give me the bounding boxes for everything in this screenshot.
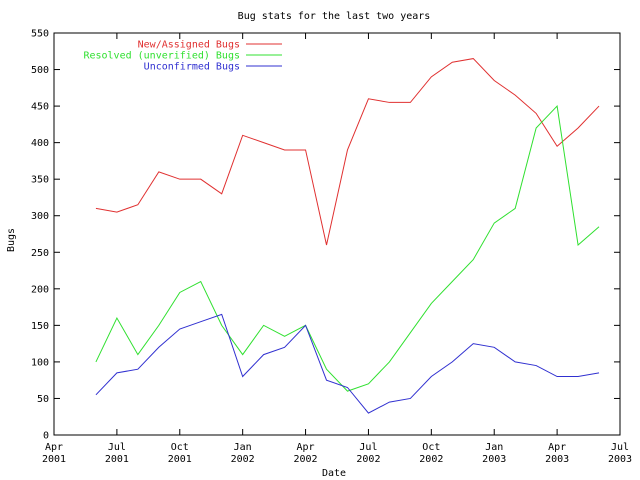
legend-label: New/Assigned Bugs xyxy=(138,40,240,51)
x-tick-label: 2003 xyxy=(545,454,569,465)
y-tick-label: 350 xyxy=(31,175,49,186)
x-tick-label: Jul xyxy=(359,442,377,453)
y-tick-label: 200 xyxy=(31,284,49,295)
y-axis-label: Bugs xyxy=(6,228,17,252)
x-tick-label: 2002 xyxy=(356,454,380,465)
plot-frame xyxy=(53,32,621,436)
y-tick-label: 400 xyxy=(31,138,49,149)
x-tick-label: Jan xyxy=(485,442,503,453)
y-tick-label: 150 xyxy=(31,321,49,332)
y-tick-label: 50 xyxy=(37,394,49,405)
y-tick-label: 500 xyxy=(31,65,49,76)
y-tick-label: 300 xyxy=(31,211,49,222)
series-line xyxy=(95,58,600,246)
legend-label: Unconfirmed Bugs xyxy=(144,62,240,73)
x-tick-label: Jan xyxy=(234,442,252,453)
chart-title: Bug stats for the last two years xyxy=(238,11,431,22)
x-tick-label: 2003 xyxy=(482,454,506,465)
x-tick-label: Apr xyxy=(45,442,63,453)
x-tick-label: 2001 xyxy=(42,454,66,465)
x-tick-label: Oct xyxy=(171,442,189,453)
x-tick-label: 2003 xyxy=(608,454,632,465)
y-tick-label: 450 xyxy=(31,102,49,113)
legend-label: Resolved (unverified) Bugs xyxy=(83,51,240,62)
x-tick-label: Apr xyxy=(548,442,566,453)
y-tick-label: 0 xyxy=(43,431,49,442)
x-tick-label: Jul xyxy=(108,442,126,453)
y-tick-label: 550 xyxy=(31,29,49,40)
y-tick-label: 100 xyxy=(31,357,49,368)
x-tick-label: 2002 xyxy=(419,454,443,465)
x-tick-label: Apr xyxy=(297,442,315,453)
y-tick-label: 250 xyxy=(31,248,49,259)
x-tick-label: Jul xyxy=(611,442,629,453)
x-tick-label: Oct xyxy=(422,442,440,453)
series-line xyxy=(95,313,600,414)
x-tick-label: 2002 xyxy=(294,454,318,465)
x-tick-label: 2001 xyxy=(168,454,192,465)
x-tick-label: 2002 xyxy=(231,454,255,465)
x-tick-label: 2001 xyxy=(105,454,129,465)
series-line xyxy=(95,105,600,392)
x-axis-label: Date xyxy=(322,468,346,479)
